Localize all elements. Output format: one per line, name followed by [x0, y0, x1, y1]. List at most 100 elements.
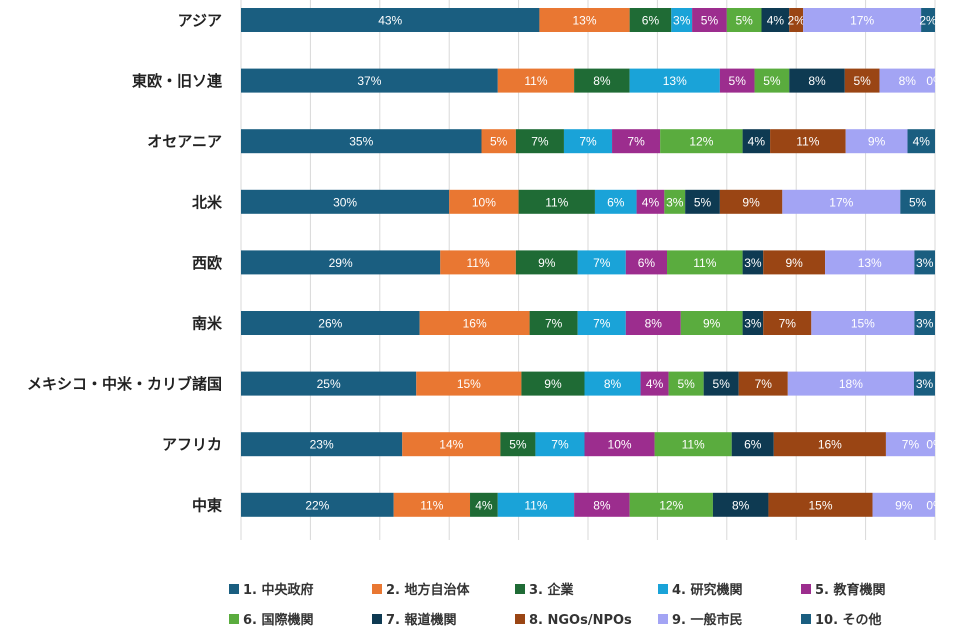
data-label: 5% [677, 377, 695, 391]
data-label: 11% [524, 74, 547, 88]
data-label: 13% [858, 256, 882, 270]
legend-swatch [801, 584, 811, 594]
data-label: 8% [808, 74, 826, 88]
bar-segment [625, 311, 681, 335]
bar-segment [914, 250, 935, 275]
data-label: 7% [545, 317, 563, 331]
bar-segment [719, 189, 783, 214]
bar-segment [449, 189, 519, 214]
data-label: 29% [329, 256, 353, 270]
bar-segment [612, 129, 661, 154]
data-label: 11% [682, 438, 705, 452]
data-label: 35% [349, 135, 373, 149]
bar-segment [577, 311, 626, 335]
data-label: 2% [788, 14, 806, 28]
bar-segment [497, 68, 575, 93]
legend-swatch [658, 614, 668, 624]
category-label: オセアニア [147, 133, 222, 151]
bar-segment [913, 371, 935, 396]
data-label: 14% [439, 438, 463, 452]
legend-label: 1. 中央政府 [243, 582, 314, 598]
bar-segment [241, 8, 540, 32]
data-label: 11% [796, 135, 819, 149]
bar-segment [719, 68, 755, 93]
bar-segment [521, 371, 585, 396]
data-label: 16% [463, 317, 487, 331]
data-label: 11% [466, 256, 489, 270]
legend-swatch [515, 614, 525, 624]
bar-segment [712, 492, 769, 517]
data-label: 7% [531, 135, 549, 149]
bar-segment [629, 8, 672, 32]
data-label: 26% [318, 317, 342, 331]
bar-segment [241, 68, 498, 93]
legend-swatch [372, 614, 382, 624]
bar-segment [241, 250, 441, 275]
data-label: 5% [509, 438, 527, 452]
bar-segment [629, 68, 720, 93]
bar-segment [844, 68, 880, 93]
bar-segment [900, 189, 935, 214]
bar-segment [241, 371, 417, 396]
data-label: 5% [763, 74, 781, 88]
bar-segment [470, 492, 498, 517]
bar-segment [440, 250, 516, 275]
bar-segment [529, 311, 578, 335]
bar-segment [393, 492, 471, 517]
data-label: 22% [305, 498, 329, 512]
bar-segment [640, 371, 669, 396]
data-label: 5% [694, 195, 712, 209]
bar-segment [636, 189, 665, 214]
category-label: 北米 [192, 193, 223, 211]
bar-segment [671, 8, 693, 32]
data-label: 13% [573, 14, 597, 28]
bar-segment [825, 250, 915, 275]
data-label: 6% [744, 438, 762, 452]
bar-segment [789, 8, 804, 32]
bar-segment [768, 492, 873, 517]
data-label: 3% [744, 317, 762, 331]
legend-label: 10. その他 [815, 612, 882, 628]
data-label: 7% [755, 377, 773, 391]
bar-segment [241, 311, 420, 335]
bar-segment [500, 432, 536, 457]
bar-segment [625, 250, 668, 275]
data-label: 11% [693, 256, 716, 270]
data-label: 5% [490, 135, 508, 149]
bar-segment [845, 129, 908, 154]
bar-segment [761, 8, 790, 32]
data-label: 9% [895, 498, 913, 512]
data-label: 10% [472, 195, 496, 209]
bar-segment [668, 371, 704, 396]
bar-segment [241, 189, 450, 214]
data-label: 0% [926, 438, 944, 452]
bar-segment [535, 432, 585, 457]
data-label: 12% [689, 135, 713, 149]
data-label: 17% [850, 14, 874, 28]
bar-segment [742, 129, 771, 154]
bar-segment [703, 371, 739, 396]
data-label: 8% [604, 377, 622, 391]
legend-label: 4. 研究機関 [672, 582, 743, 598]
legend-label: 6. 国際機関 [243, 612, 314, 628]
bar-segment [584, 432, 655, 457]
legend-label: 5. 教育機関 [815, 582, 886, 598]
data-label: 0% [926, 498, 944, 512]
data-label: 7% [627, 135, 645, 149]
category-label: アフリカ [162, 436, 222, 454]
legend-label: 9. 一般市民 [672, 612, 743, 628]
bar-segment [742, 311, 764, 335]
legend-swatch [801, 614, 811, 624]
data-label: 16% [818, 438, 842, 452]
data-label: 25% [317, 377, 341, 391]
bar-segment [754, 68, 790, 93]
bar-segment [241, 432, 403, 457]
data-label: 13% [663, 74, 687, 88]
bar-segment [574, 68, 630, 93]
data-label: 9% [538, 256, 556, 270]
data-label: 8% [645, 317, 663, 331]
legend-swatch [515, 584, 525, 594]
bar-segment [738, 371, 788, 396]
data-label: 9% [703, 317, 721, 331]
